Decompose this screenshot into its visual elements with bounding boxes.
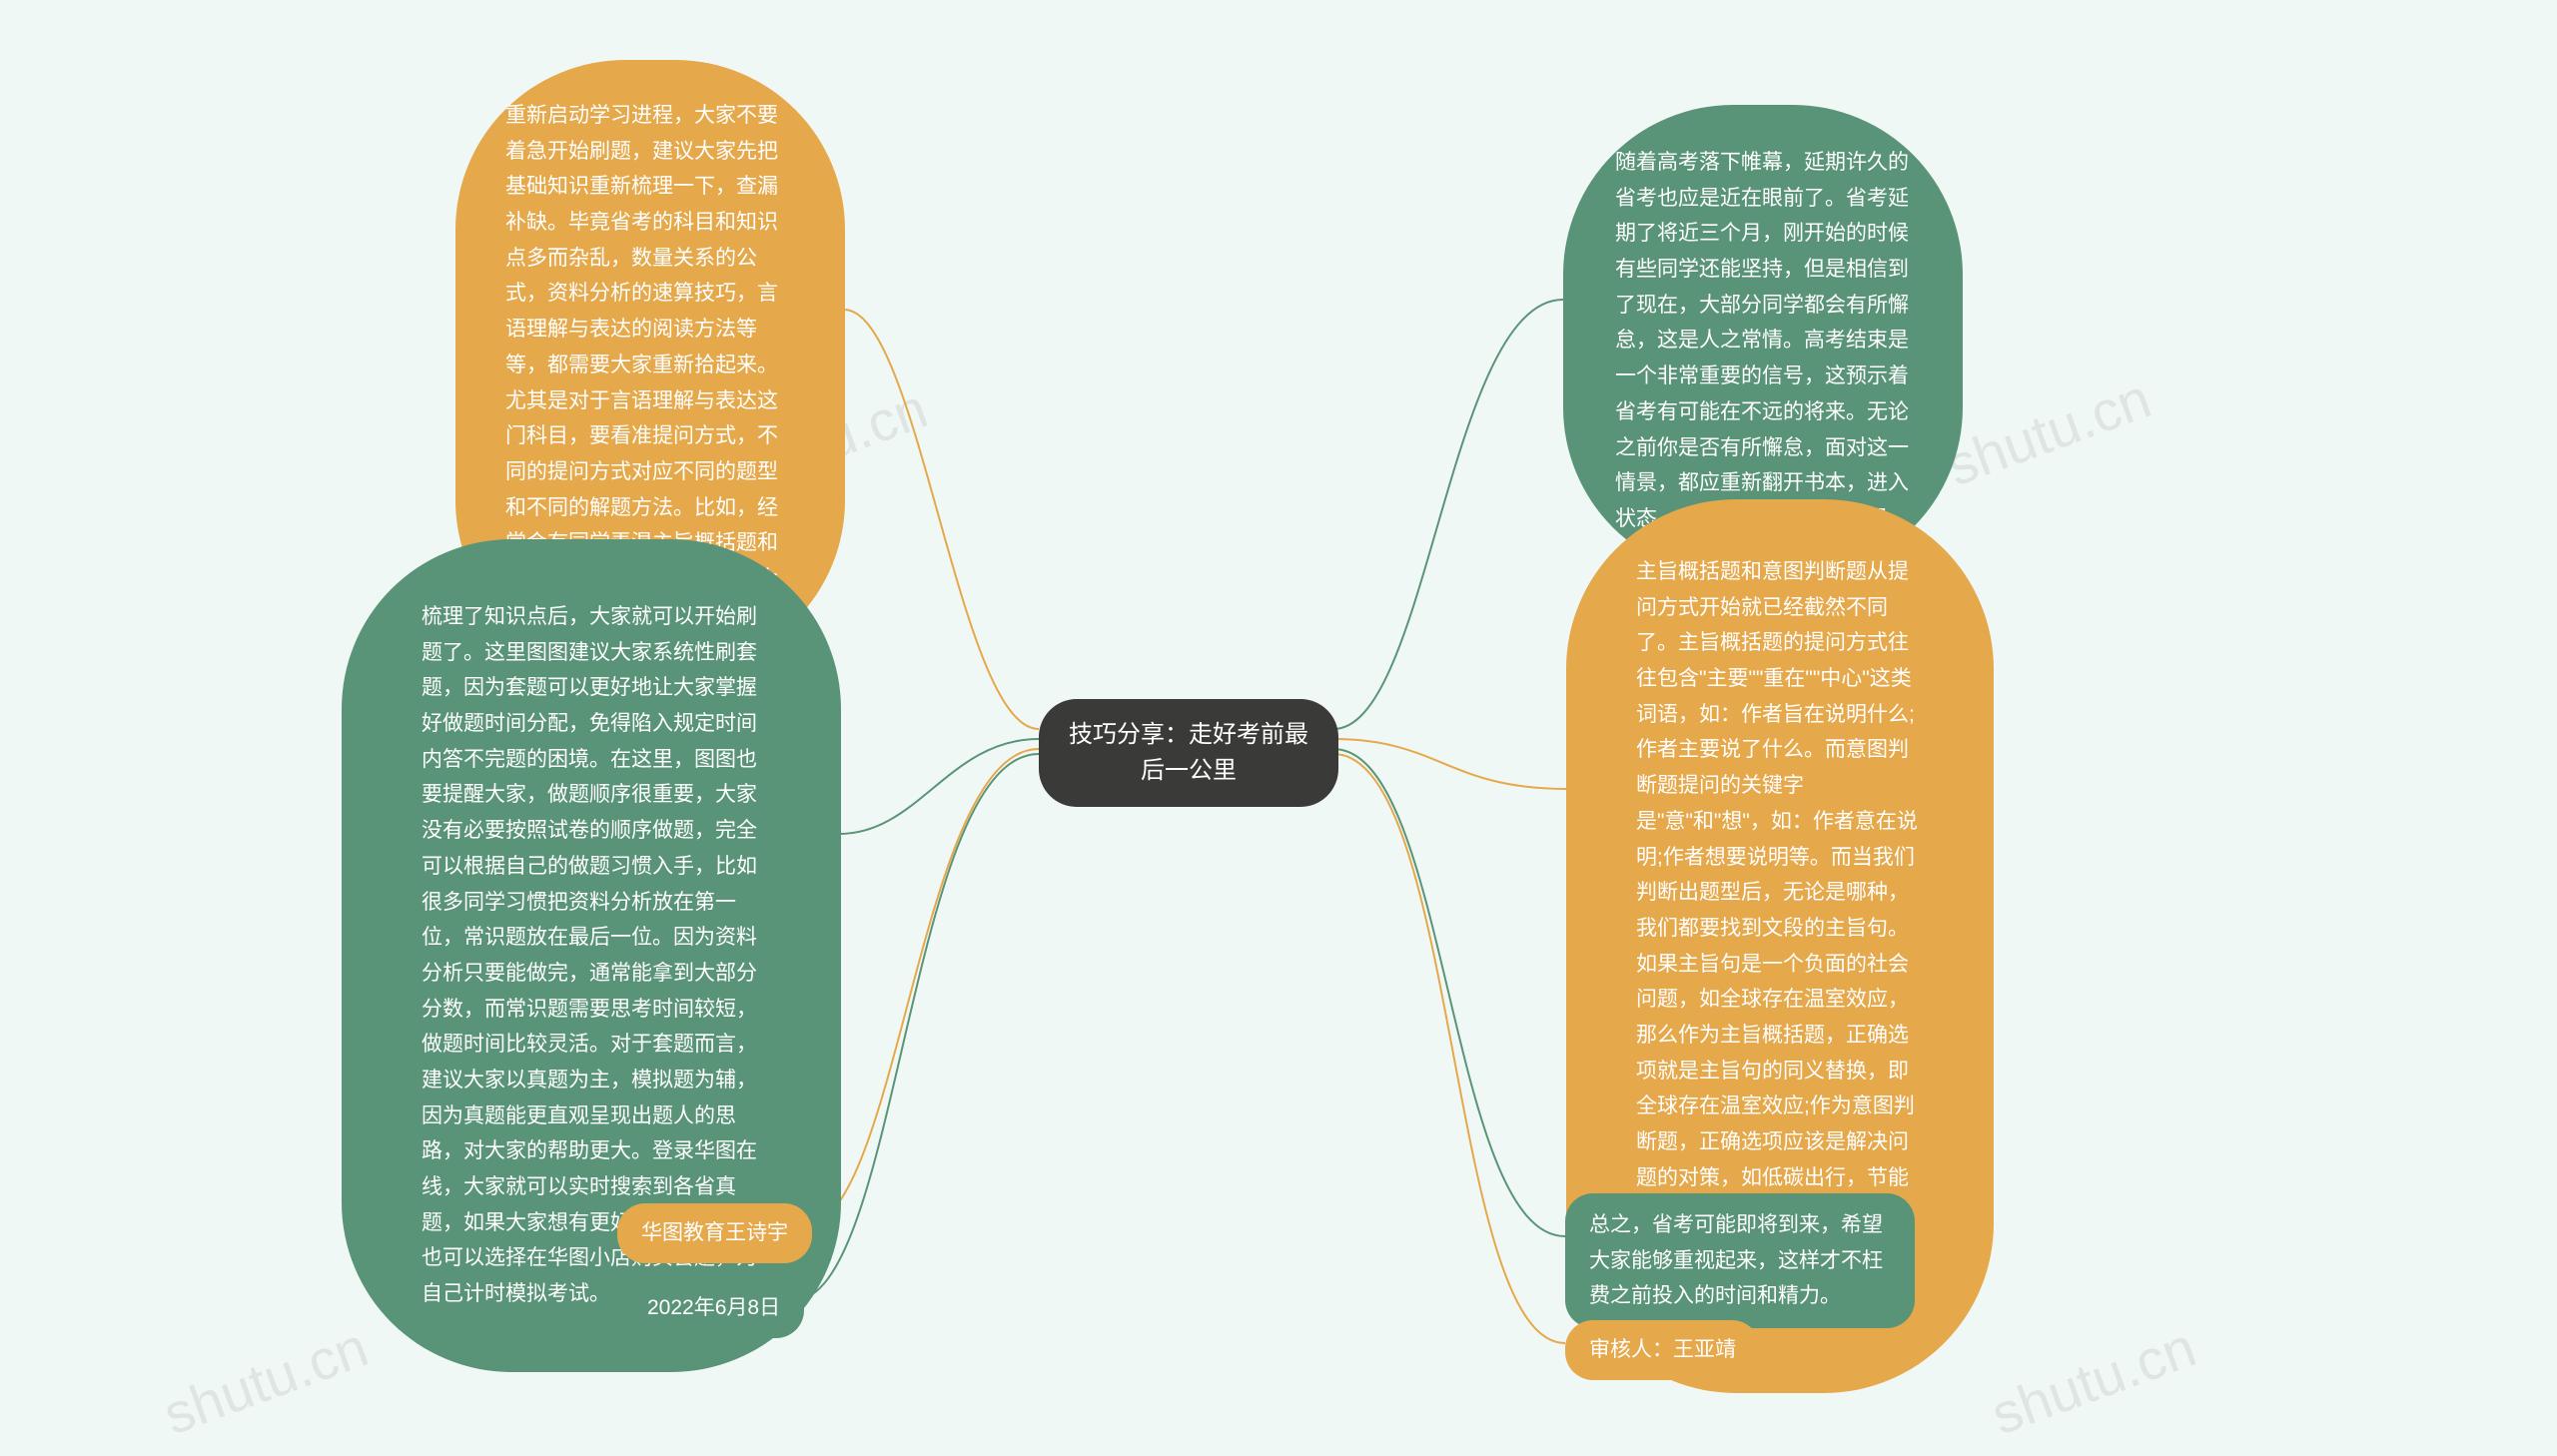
- node-summary: 总之，省考可能即将到来，希望大家能够重视起来，这样才不枉费之前投入的时间和精力。: [1565, 1193, 1915, 1328]
- node-reviewer: 审核人：王亚靖: [1565, 1320, 1760, 1380]
- node-text: 华图教育王诗宇: [641, 1221, 788, 1244]
- center-text: 技巧分享：走好考前最后一公里: [1069, 721, 1308, 784]
- node-author: 华图教育王诗宇: [617, 1203, 812, 1263]
- watermark: shutu.cn: [155, 1314, 376, 1447]
- node-text: 2022年6月8日: [647, 1296, 780, 1319]
- node-text: 梳理了知识点后，大家就可以开始刷题了。这里图图建议大家系统性刷套题，因为套题可以…: [422, 605, 757, 1305]
- center-node: 技巧分享：走好考前最后一公里: [1039, 699, 1338, 807]
- node-text: 随着高考落下帷幕，延期许久的省考也应是近在眼前了。省考延期了将近三个月，刚开始的…: [1615, 151, 1909, 530]
- node-date: 2022年6月8日: [623, 1278, 804, 1338]
- watermark: shutu.cn: [1983, 1314, 2203, 1447]
- node-text: 总之，省考可能即将到来，希望大家能够重视起来，这样才不枉费之前投入的时间和精力。: [1589, 1213, 1883, 1307]
- node-text: 审核人：王亚靖: [1589, 1338, 1736, 1361]
